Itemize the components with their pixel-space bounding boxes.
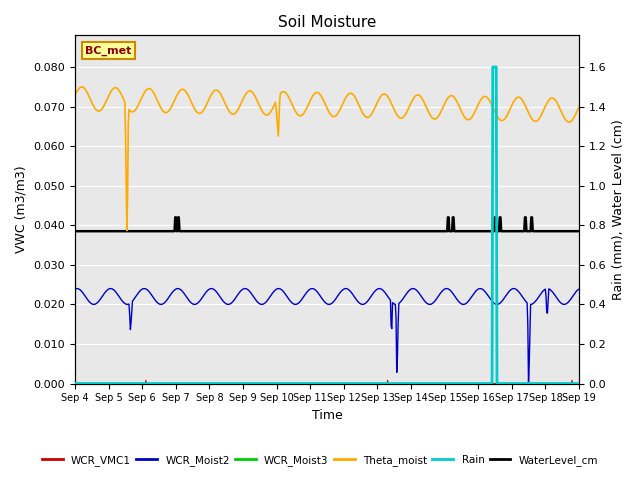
Y-axis label: VWC (m3/m3): VWC (m3/m3)	[15, 166, 28, 253]
Legend: WCR_VMC1, WCR_Moist2, WCR_Moist3, Theta_moist, Rain, WaterLevel_cm: WCR_VMC1, WCR_Moist2, WCR_Moist3, Theta_…	[38, 451, 602, 470]
X-axis label: Time: Time	[312, 409, 342, 422]
Y-axis label: Rain (mm), Water Level (cm): Rain (mm), Water Level (cm)	[612, 119, 625, 300]
Title: Soil Moisture: Soil Moisture	[278, 15, 376, 30]
Text: BC_met: BC_met	[85, 46, 131, 56]
